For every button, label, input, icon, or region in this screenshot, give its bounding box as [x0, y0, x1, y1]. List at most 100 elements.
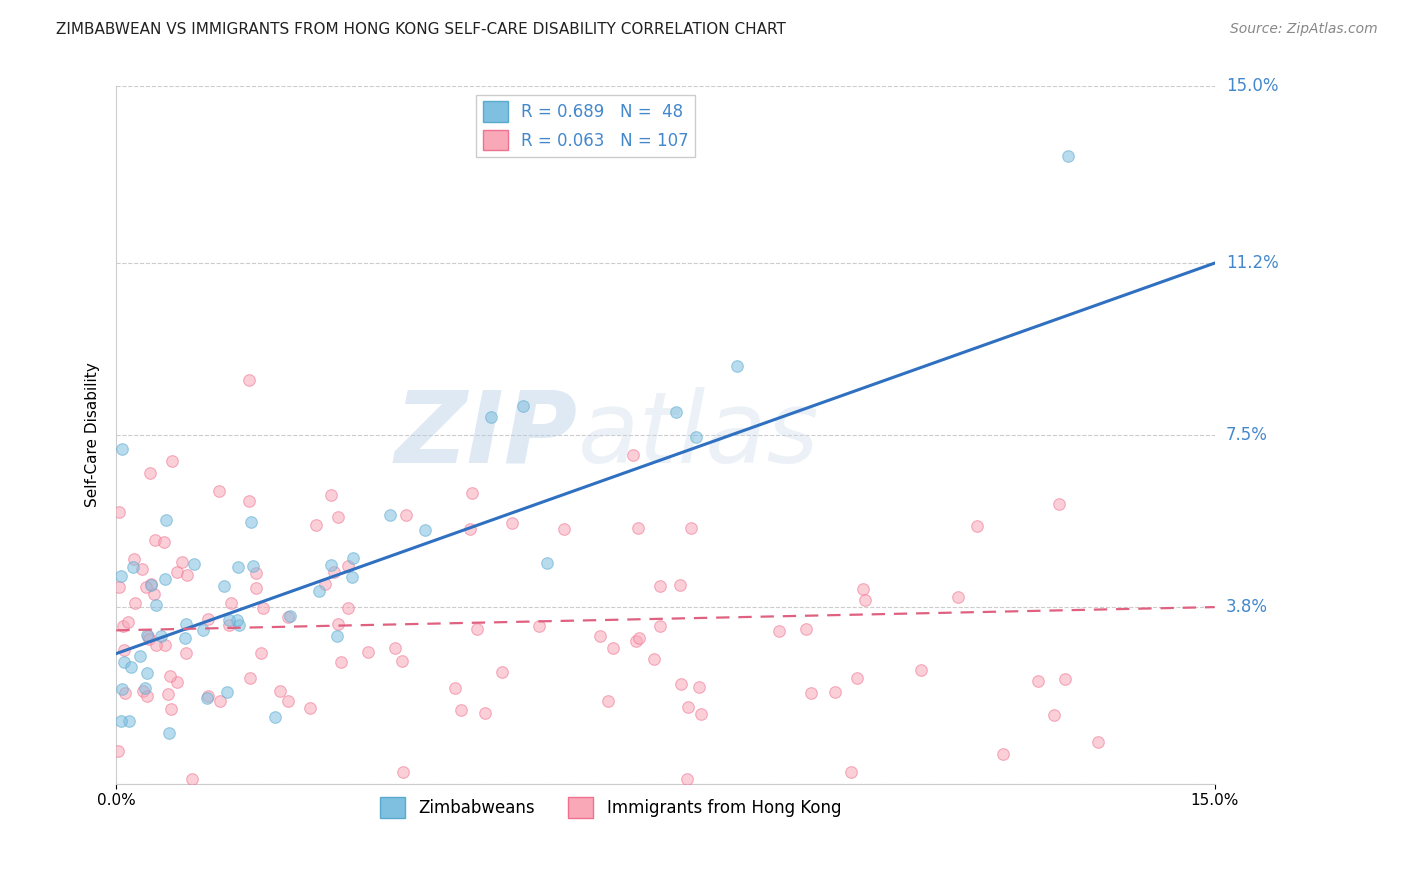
Point [450, 703, 472, 717]
Point [131, 684, 153, 698]
Point [150, 629, 173, 643]
Point [183, 557, 205, 571]
Point [1043, 707, 1066, 722]
Point [242, 559, 264, 574]
Point [326, 617, 349, 632]
Point [536, 556, 558, 570]
Point [108, 505, 131, 519]
Point [153, 534, 176, 549]
Point [676, 699, 699, 714]
Point [340, 570, 363, 584]
Point [145, 598, 167, 612]
Point [212, 578, 235, 592]
Point [627, 521, 650, 535]
Point [800, 686, 823, 700]
Point [166, 565, 188, 579]
Point [395, 508, 418, 522]
Point [725, 359, 748, 374]
Point [378, 508, 401, 522]
Point [839, 765, 862, 780]
Point [238, 373, 260, 387]
Point [197, 612, 219, 626]
Point [474, 706, 496, 721]
Point [501, 516, 523, 530]
Point [794, 622, 817, 636]
Point [852, 582, 875, 596]
Point [304, 518, 326, 533]
Point [391, 764, 413, 779]
Point [319, 558, 342, 572]
Point [993, 747, 1015, 761]
Point [176, 568, 198, 582]
Point [118, 714, 141, 728]
Point [679, 521, 702, 535]
Point [336, 600, 359, 615]
Point [218, 618, 240, 632]
Point [479, 409, 502, 424]
Point [336, 559, 359, 574]
Point [676, 772, 699, 786]
Point [465, 622, 488, 636]
Point [139, 466, 162, 480]
Text: 3.8%: 3.8% [1226, 599, 1268, 616]
Point [108, 580, 131, 594]
Point [120, 660, 142, 674]
Point [139, 577, 162, 591]
Point [1087, 735, 1109, 749]
Point [669, 578, 692, 592]
Point [415, 524, 437, 538]
Point [117, 615, 139, 630]
Point [208, 694, 231, 708]
Point [690, 707, 713, 722]
Point [1053, 672, 1076, 686]
Point [846, 671, 869, 685]
Point [145, 638, 167, 652]
Point [269, 684, 291, 698]
Point [853, 593, 876, 607]
Point [308, 584, 330, 599]
Point [252, 601, 274, 615]
Point [250, 646, 273, 660]
Point [215, 685, 238, 699]
Y-axis label: Self-Care Disability: Self-Care Disability [86, 363, 100, 508]
Point [391, 653, 413, 667]
Point [129, 648, 152, 663]
Point [328, 509, 350, 524]
Text: ZIP: ZIP [395, 386, 578, 483]
Point [588, 629, 610, 643]
Point [277, 694, 299, 708]
Point [191, 623, 214, 637]
Point [114, 686, 136, 700]
Point [665, 405, 688, 419]
Point [1028, 674, 1050, 689]
Point [264, 710, 287, 724]
Point [966, 518, 988, 533]
Point [157, 687, 180, 701]
Point [141, 577, 163, 591]
Point [299, 701, 322, 715]
Point [138, 632, 160, 647]
Point [142, 587, 165, 601]
Point [122, 559, 145, 574]
Point [240, 515, 263, 529]
Point [111, 682, 134, 697]
Point [596, 694, 619, 708]
Point [278, 609, 301, 624]
Point [688, 680, 710, 694]
Point [461, 485, 484, 500]
Point [602, 641, 624, 656]
Point [219, 596, 242, 610]
Text: 11.2%: 11.2% [1226, 254, 1278, 272]
Point [159, 669, 181, 683]
Point [155, 512, 177, 526]
Text: ZIMBABWEAN VS IMMIGRANTS FROM HONG KONG SELF-CARE DISABILITY CORRELATION CHART: ZIMBABWEAN VS IMMIGRANTS FROM HONG KONG … [56, 22, 786, 37]
Point [124, 597, 146, 611]
Point [166, 675, 188, 690]
Point [226, 613, 249, 627]
Point [824, 684, 846, 698]
Point [357, 645, 380, 659]
Point [173, 631, 195, 645]
Point [160, 702, 183, 716]
Point [444, 681, 467, 695]
Point [277, 609, 299, 624]
